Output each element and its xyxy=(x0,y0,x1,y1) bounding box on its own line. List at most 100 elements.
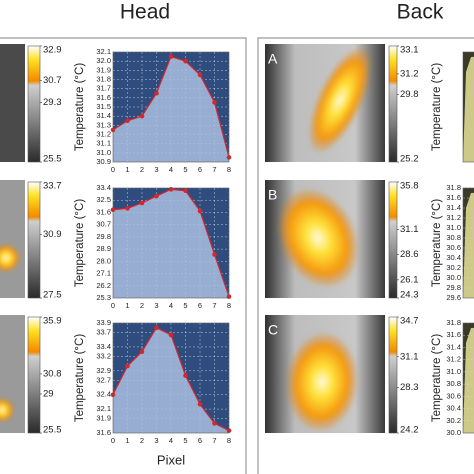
plot-frame xyxy=(462,51,474,163)
colorbar-label: 30.8 xyxy=(43,368,62,379)
colorbar-label: 25.5 xyxy=(43,425,62,436)
colorbar-label: 25.2 xyxy=(400,154,419,165)
point xyxy=(139,200,145,206)
point xyxy=(154,90,159,96)
x-tick-label: 1 xyxy=(125,436,129,445)
y-tick-label: 31.1 xyxy=(96,139,111,148)
plot-frame xyxy=(462,322,474,434)
y-axis-label: Temperature (°C) xyxy=(431,334,443,422)
colorbar-label: 24.2 xyxy=(400,425,419,436)
x-tick-label: 3 xyxy=(154,301,158,310)
x-tick-label: 7 xyxy=(212,301,216,310)
thermal-image xyxy=(0,180,25,298)
x-tick-label: 8 xyxy=(227,165,231,174)
colorbar-label: 26.1 xyxy=(400,274,419,285)
point xyxy=(139,349,145,354)
plot-frame xyxy=(112,322,230,434)
colorbar xyxy=(388,45,398,163)
point xyxy=(183,58,188,64)
y-tick-label: 30.4 xyxy=(446,404,461,413)
y-tick-label: 31.4 xyxy=(96,111,111,120)
colorbar xyxy=(388,181,398,299)
point xyxy=(183,188,188,194)
x-tick-label: 0 xyxy=(111,165,115,174)
y-tick-label: 30.8 xyxy=(446,379,461,388)
x-tick-label: 4 xyxy=(169,436,173,445)
y-axis-label: Temperature (°C) xyxy=(74,63,86,151)
colorbar-label: 29.8 xyxy=(400,89,419,100)
point xyxy=(168,332,174,338)
y-tick-label: 26.2 xyxy=(96,281,111,290)
colorbar xyxy=(27,45,41,163)
colorbar-label: 34.7 xyxy=(400,316,419,327)
y-tick-label: 31.3 xyxy=(96,120,111,129)
x-tick-label: 0 xyxy=(111,436,115,445)
point xyxy=(212,252,217,257)
colorbar-label: 31.1 xyxy=(400,224,419,235)
y-tick-label: 30.7 xyxy=(96,220,111,229)
colorbar-label: 31.2 xyxy=(400,68,419,79)
y-tick-label: 32.0 xyxy=(96,56,111,65)
colorbar-label: 28.3 xyxy=(400,382,419,393)
point xyxy=(197,72,203,78)
x-tick-label: 1 xyxy=(125,165,129,174)
plot-frame xyxy=(462,187,474,299)
y-tick-label: 31.6 xyxy=(96,428,111,437)
y-tick-label: 30.0 xyxy=(446,428,461,437)
point xyxy=(154,325,159,331)
point xyxy=(183,373,188,378)
colorbar-label: 32.9 xyxy=(43,45,62,56)
point xyxy=(139,113,145,119)
area-fill xyxy=(463,56,474,162)
point xyxy=(212,421,217,426)
area-fill xyxy=(463,192,474,298)
point xyxy=(197,402,203,407)
x-tick-label: 3 xyxy=(154,165,158,174)
panel-label: B xyxy=(268,187,277,203)
y-tick-label: 33.7 xyxy=(96,328,111,337)
y-tick-label: 29.8 xyxy=(96,232,111,241)
hot-region xyxy=(0,398,14,422)
y-tick-label: 32.5 xyxy=(96,195,111,204)
x-tick-label: 5 xyxy=(183,301,187,310)
x-tick-label: 1 xyxy=(125,301,129,310)
y-tick-label: 30.6 xyxy=(446,243,461,252)
y-tick-label: 31.0 xyxy=(446,223,461,232)
y-tick-label: 32.9 xyxy=(96,366,111,375)
y-tick-label: 30.2 xyxy=(446,416,461,425)
point xyxy=(212,100,217,105)
y-tick-label: 31.7 xyxy=(96,84,111,93)
y-tick-label: 31.0 xyxy=(96,148,111,157)
y-tick-label: 32.1 xyxy=(96,47,111,56)
y-tick-label: 33.2 xyxy=(96,351,111,360)
hot-region xyxy=(285,332,359,432)
x-tick-label: 6 xyxy=(198,165,202,174)
colorbar-label: 30.7 xyxy=(43,75,62,86)
colorbar-label: 29 xyxy=(43,388,54,399)
colorbar xyxy=(27,316,41,434)
y-tick-label: 31.9 xyxy=(96,414,111,423)
y-axis-label: Temperature (°C) xyxy=(431,199,443,287)
x-tick-label: 8 xyxy=(227,436,231,445)
area-fill xyxy=(463,327,474,433)
colorbar-label: 29.3 xyxy=(43,97,62,108)
point xyxy=(168,54,174,59)
y-tick-label: 31.6 xyxy=(446,193,461,202)
x-tick-label: 0 xyxy=(111,301,115,310)
colorbar-label: 35.9 xyxy=(43,316,62,327)
x-tick-label: 2 xyxy=(140,301,144,310)
y-tick-label: 33.4 xyxy=(96,183,111,192)
colorbar-label: 27.5 xyxy=(43,290,62,301)
colorbar xyxy=(388,316,398,434)
point xyxy=(197,208,203,214)
x-tick-label: 5 xyxy=(183,165,187,174)
hot-region xyxy=(0,244,20,272)
area-fill xyxy=(113,327,229,433)
x-tick-label: 2 xyxy=(140,165,144,174)
plot-frame xyxy=(112,51,230,163)
y-tick-label: 31.9 xyxy=(96,65,111,74)
y-tick-label: 31.6 xyxy=(96,93,111,102)
panel-label: C xyxy=(268,322,278,338)
colorbar-label: 28.6 xyxy=(400,249,419,260)
